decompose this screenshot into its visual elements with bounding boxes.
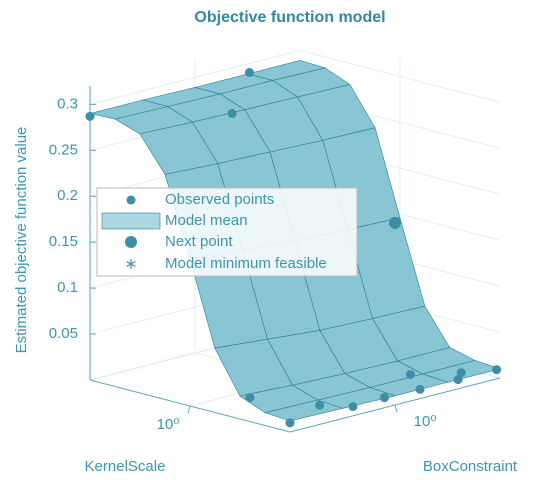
legend-box [96,187,358,277]
x-tick [187,405,191,414]
observed-point [348,402,358,412]
legend-marker [101,212,161,230]
observed-point [85,111,95,121]
legend-label: Model minimum feasible [165,255,327,272]
observed-point [492,365,502,375]
z-tick-label: 0.15 [49,233,78,250]
chart-title: Objective function model [194,9,385,26]
z-tick-label: 0.05 [49,325,78,342]
y-axis-label: BoxConstraint [423,458,518,475]
y-tick-label: 10⁰ [414,413,437,430]
observed-point [245,393,255,403]
legend-marker [126,195,136,205]
y-tick [394,404,398,413]
legend: Observed points Model mean Next point Mo… [96,187,358,277]
z-tick-label: 0.3 [57,95,78,112]
observed-point [285,418,295,428]
z-tick-label: 0.2 [57,187,78,204]
legend-marker [125,236,137,248]
x-axis-label: KernelScale [85,458,166,475]
observed-point [456,368,466,378]
z-axis-label: Estimated objective function value [13,127,30,354]
legend-label: Next point [165,233,233,250]
observed-point [453,375,463,385]
observed-point [315,400,325,410]
legend-label: Model mean [165,212,248,229]
observed-point [244,68,254,78]
z-tick-label: 0.25 [49,141,78,158]
observed-point [415,384,425,394]
legend-marker [126,260,136,268]
legend-label: Observed points [165,191,274,208]
observed-point [405,369,415,379]
observed-point [379,393,389,403]
grid-line [89,49,501,105]
observed-point [227,109,237,119]
x-tick-label: 10⁰ [157,416,180,433]
next-point [388,216,401,229]
z-tick-label: 0.1 [57,279,78,296]
